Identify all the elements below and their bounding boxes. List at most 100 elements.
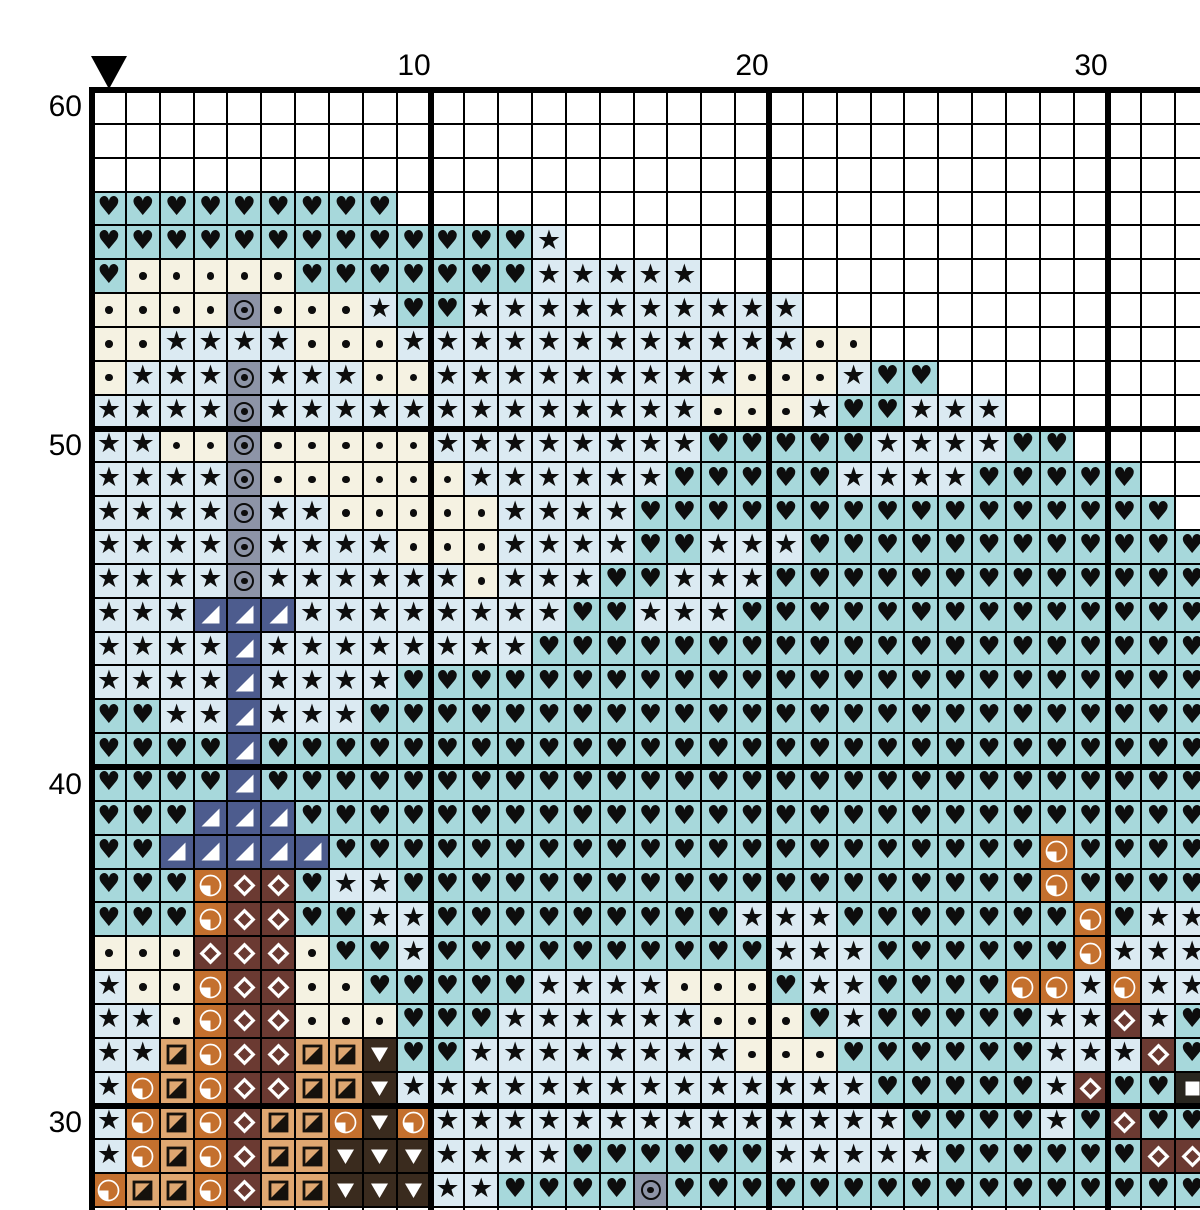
grid-cell-teal-heart: ♥: [532, 631, 566, 666]
grid-cell-pale-blue-star: ★: [328, 563, 363, 598]
grid-cell-teal-heart: ♥: [735, 936, 769, 971]
grid-cell-empty: [1107, 293, 1142, 327]
grid-cell-cream-dot: [92, 360, 126, 395]
grid-cell-teal-heart: ♥: [870, 868, 905, 903]
grid-cell-teal-heart: ♥: [362, 767, 397, 801]
grid-cell-teal-heart: ♥: [1039, 563, 1074, 598]
grid-cell-pale-blue-star: ★: [261, 563, 296, 598]
grid-cell-cream-dot: [159, 293, 194, 327]
grid-cell-teal-heart: ♥: [193, 733, 228, 767]
grid-cell-pale-blue-star: ★: [125, 665, 160, 700]
grid-cell-pale-blue-star: ★: [701, 563, 736, 598]
grid-cell-teal-heart: ♥: [701, 767, 736, 801]
grid-cell-pale-blue-star: ★: [701, 597, 736, 632]
grid-line-minor: [89, 292, 1200, 295]
grid-cell-empty: [1175, 157, 1200, 192]
grid-cell-pale-blue-star: ★: [836, 1003, 871, 1038]
grid-cell-pale-blue-star: ★: [498, 462, 533, 497]
grid-cell-pale-blue-star: ★: [464, 428, 499, 463]
grid-cell-teal-heart: ♥: [1107, 1071, 1142, 1106]
grid-cell-orange-quarter-circle: [1039, 868, 1074, 903]
grid-line-minor: [497, 87, 500, 1210]
grid-cell-pale-blue-star: ★: [92, 1105, 126, 1140]
grid-cell-teal-heart: ♥: [92, 191, 126, 226]
grid-cell-teal-heart: ♥: [295, 225, 329, 260]
grid-cell-pale-blue-star: ★: [565, 259, 600, 294]
grid-cell-empty: [735, 90, 769, 124]
grid-cell-teal-heart: ♥: [870, 496, 905, 531]
grid-cell-pale-blue-star: ★: [362, 394, 397, 429]
grid-line-minor: [903, 87, 906, 1210]
grid-cell-teal-heart: ♥: [870, 902, 905, 937]
grid-cell-pale-blue-star: ★: [938, 428, 973, 463]
grid-cell-pale-blue-star: ★: [328, 868, 363, 903]
grid-cell-teal-heart: ♥: [1005, 631, 1040, 666]
grid-cell-pale-blue-star: ★: [565, 360, 600, 395]
grid-cell-pale-blue-star: ★: [735, 530, 769, 564]
grid-cell-teal-heart: ♥: [870, 1003, 905, 1038]
grid-cell-teal-heart: ♥: [938, 563, 973, 598]
grid-cell-empty: [261, 157, 296, 192]
grid-cell-teal-heart: ♥: [701, 665, 736, 700]
grid-cell-pale-blue-star: ★: [193, 360, 228, 395]
grid-cell-pale-blue-star: ★: [362, 597, 397, 632]
grid-cell-teal-heart: ♥: [430, 699, 465, 734]
row-axis-label-60: 60: [48, 90, 82, 123]
grid-cell-empty: [532, 90, 566, 124]
grid-cell-gray-circle-dot: [227, 530, 262, 564]
grid-cell-empty: [1073, 225, 1108, 260]
grid-cell-cream-dot: [735, 360, 769, 395]
grid-cell-pale-blue-star: ★: [565, 563, 600, 598]
grid-line-minor: [294, 87, 297, 1210]
grid-cell-gray-circle-dot: [227, 563, 262, 598]
grid-cell-teal-heart: ♥: [1005, 868, 1040, 903]
grid-cell-pale-blue-star: ★: [159, 597, 194, 632]
grid-cell-empty: [972, 157, 1006, 192]
grid-cell-teal-heart: ♥: [92, 767, 126, 801]
grid-cell-pale-blue-star: ★: [565, 462, 600, 497]
grid-cell-teal-heart: ♥: [1073, 767, 1108, 801]
grid-cell-tan-half-square: [159, 1173, 194, 1208]
grid-cell-empty: [1005, 360, 1040, 395]
grid-cell-pale-blue-star: ★: [159, 462, 194, 497]
grid-cell-pale-blue-star: ★: [464, 462, 499, 497]
grid-cell-empty: [1141, 428, 1176, 463]
grid-cell-empty: [904, 157, 939, 192]
grid-cell-empty: [633, 191, 668, 226]
grid-cell-teal-heart: ♥: [667, 631, 702, 666]
grid-cell-empty: [565, 123, 600, 158]
grid-cell-pale-blue-star: ★: [159, 665, 194, 700]
grid-cell-pale-blue-star: ★: [328, 530, 363, 564]
grid-cell-tan-half-square: [159, 1071, 194, 1106]
grid-cell-empty: [972, 191, 1006, 226]
grid-cell-empty: [938, 293, 973, 327]
grid-cell-teal-heart: ♥: [701, 800, 736, 835]
grid-cell-empty: [1005, 157, 1040, 192]
grid-cell-cream-dot: [261, 259, 296, 294]
grid-cell-teal-heart: ♥: [125, 868, 160, 903]
grid-cell-teal-heart: ♥: [599, 800, 634, 835]
grid-cell-pale-blue-star: ★: [430, 360, 465, 395]
grid-cell-pale-blue-star: ★: [295, 394, 329, 429]
grid-cell-teal-heart: ♥: [1039, 631, 1074, 666]
grid-cell-gray-circle-dot: [633, 1173, 668, 1208]
grid-cell-teal-heart: ♥: [904, 767, 939, 801]
grid-cell-teal-heart: ♥: [396, 1037, 431, 1072]
grid-cell-teal-heart: ♥: [92, 902, 126, 937]
grid-cell-empty: [498, 191, 533, 226]
grid-cell-empty: [1039, 326, 1074, 361]
grid-cell-cream-dot: [701, 394, 736, 429]
grid-cell-teal-heart: ♥: [1005, 1037, 1040, 1072]
grid-cell-teal-heart: ♥: [328, 733, 363, 767]
grid-cell-brown-diamond: [193, 936, 228, 971]
grid-cell-pale-blue-star: ★: [498, 360, 533, 395]
grid-cell-empty: [1073, 259, 1108, 294]
grid-cell-teal-heart: ♥: [599, 597, 634, 632]
grid-cell-pale-blue-star: ★: [295, 631, 329, 666]
grid-cell-empty: [227, 90, 262, 124]
grid-cell-teal-heart: ♥: [362, 970, 397, 1004]
grid-cell-pale-blue-star: ★: [870, 428, 905, 463]
grid-line-minor: [89, 1172, 1200, 1175]
grid-cell-tan-half-square: [159, 1105, 194, 1140]
grid-cell-dark-brown-triangle: [362, 1105, 397, 1140]
